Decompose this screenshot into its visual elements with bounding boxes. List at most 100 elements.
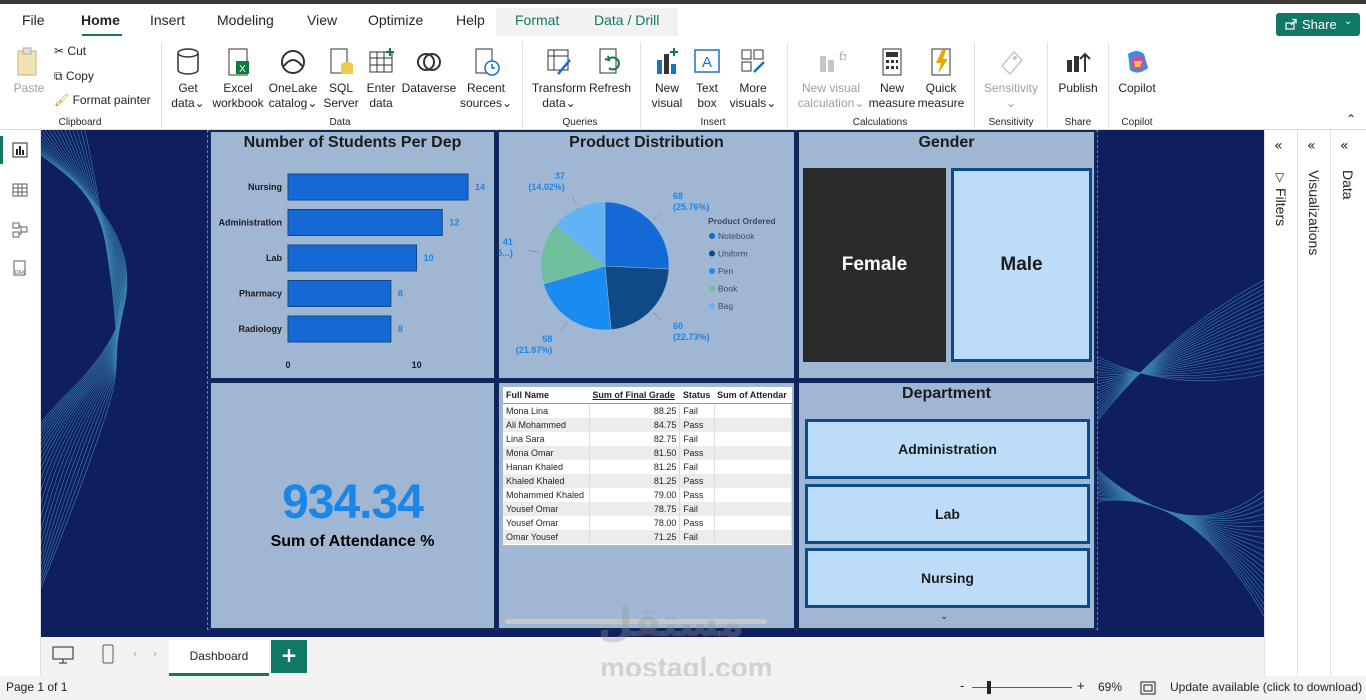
sql-server-button[interactable]: SQL Server [322, 46, 360, 111]
menu-help[interactable]: Help [456, 12, 485, 28]
recent-sources-button[interactable]: Recent sources⌄ [458, 46, 514, 111]
table-header-cell[interactable]: Full Name [503, 387, 590, 404]
more-visuals-button[interactable]: More visuals⌄ [728, 46, 778, 111]
department-item-lab[interactable]: Lab [805, 484, 1090, 544]
department-item-administration[interactable]: Administration [805, 419, 1090, 479]
dax-query-view-icon[interactable]: DAX [11, 260, 29, 278]
copy-button[interactable]: ⧉ Copy [54, 69, 94, 84]
legend-item-label[interactable]: Notebook [718, 231, 755, 241]
bar[interactable] [287, 315, 392, 343]
table-row[interactable]: Mohammed Khaled 79.00 Pass [503, 487, 792, 502]
expand-filters-icon[interactable]: « [1274, 138, 1283, 154]
dataverse-button[interactable]: Dataverse [400, 46, 458, 96]
product-distribution-visual[interactable]: Product Distribution 68 (25.76%) 60 (22.73%… [497, 130, 796, 380]
table-row[interactable]: Lina Sara 82.75 Fail [503, 431, 792, 446]
table-header-cell[interactable]: Sum of Attendar [714, 387, 792, 404]
visualizations-pane[interactable]: « Visualizations [1297, 130, 1330, 676]
collapse-ribbon-icon[interactable]: ⌃ [1346, 112, 1357, 126]
expand-data-icon[interactable]: « [1340, 138, 1349, 154]
excel-workbook-button[interactable]: X Excel workbook [210, 46, 266, 111]
transform-data-button[interactable]: Transform data⌄ [530, 46, 588, 111]
model-view-icon[interactable] [12, 222, 28, 238]
get-data-button[interactable]: Get data⌄ [168, 46, 208, 111]
update-available-link[interactable]: Update available (click to download) [1170, 680, 1363, 694]
menu-home[interactable]: Home [81, 12, 120, 28]
expand-visualizations-icon[interactable]: « [1307, 138, 1316, 154]
gender-male-tile[interactable]: Male [951, 168, 1092, 362]
table-row[interactable]: Yousef Omar 78.00 Pass [503, 515, 792, 530]
zoom-slider-track[interactable] [972, 687, 1072, 688]
cut-button[interactable]: ✂ Cut [54, 44, 86, 59]
bar[interactable] [287, 244, 418, 272]
menu-insert[interactable]: Insert [150, 12, 186, 28]
scroll-down-chevron-icon[interactable]: ⌄ [940, 611, 949, 622]
menu-optimize[interactable]: Optimize [368, 12, 424, 28]
pie-slice[interactable] [540, 224, 606, 285]
gender-slicer[interactable]: Gender Female Male [797, 130, 1096, 380]
table-row[interactable]: Mona Lina 88.25 Fail [503, 403, 792, 418]
menu-view[interactable]: View [307, 12, 338, 28]
copilot-button[interactable]: Copilot [1114, 46, 1160, 96]
legend-item-label[interactable]: Uniform [718, 249, 748, 259]
refresh-button[interactable]: Refresh [588, 46, 632, 96]
quick-measure-button[interactable]: Quick measure [917, 46, 965, 111]
report-view-icon[interactable] [12, 142, 28, 158]
legend-item-label[interactable]: Book [718, 284, 738, 294]
fit-to-page-icon[interactable] [1140, 681, 1156, 695]
zoom-slider-thumb[interactable] [986, 681, 991, 694]
table-header-cell[interactable]: Sum of Final Grade [589, 387, 680, 404]
menu-format[interactable]: Format [515, 12, 560, 28]
bar[interactable] [287, 173, 469, 201]
new-visual-button[interactable]: New visual [648, 46, 686, 111]
pie-slice[interactable] [543, 265, 612, 331]
zoom-in-icon[interactable]: + [1077, 678, 1085, 693]
attendance-card[interactable]: 934.34 Sum of Attendance % [209, 381, 496, 630]
menu-file[interactable]: File [22, 12, 45, 28]
department-slicer[interactable]: Department Administration Lab Nursing ⌄ [797, 381, 1096, 630]
next-page-icon[interactable]: › [153, 649, 157, 660]
menu-modeling[interactable]: Modeling [217, 12, 274, 28]
format-painter-button[interactable]: 🖌 Format painter [54, 93, 151, 108]
text-box-button[interactable]: A Text box [689, 46, 725, 111]
table-cell [714, 417, 792, 432]
onelake-catalog-button[interactable]: OneLake catalog⌄ [267, 46, 319, 111]
legend-item-label[interactable]: Pen [718, 266, 733, 276]
bar[interactable] [287, 209, 443, 236]
data-pane[interactable]: « Data [1330, 130, 1366, 676]
share-button[interactable]: Share ⌄ [1276, 13, 1360, 36]
pie-slice[interactable] [604, 265, 670, 330]
page-tab-dashboard[interactable]: Dashboard [169, 640, 269, 676]
legend-item-label[interactable]: Bag [718, 301, 733, 311]
zoom-out-icon[interactable]: - [960, 678, 965, 693]
pie-slice[interactable] [555, 201, 606, 267]
department-item-nursing[interactable]: Nursing [805, 548, 1090, 608]
prev-page-icon[interactable]: ‹ [133, 649, 137, 660]
gender-female-tile[interactable]: Female [803, 168, 946, 362]
table-row[interactable]: Hanan Khaled 81.25 Fail [503, 459, 792, 474]
desktop-layout-icon[interactable] [52, 646, 74, 664]
publish-button[interactable]: Publish [1054, 46, 1102, 96]
enter-data-button[interactable]: Enter data [362, 46, 400, 111]
grades-table-visual[interactable]: Full Name Sum of Final Grade Status Sum of … [497, 381, 796, 630]
copilot-icon [1128, 51, 1148, 73]
table-row[interactable]: Ali Mohammed 84.75 Pass [503, 417, 792, 432]
table-row[interactable]: Yousef Omar 78.75 Fail [503, 501, 792, 516]
table-row[interactable]: Omar Yousef 71.25 Fail [503, 529, 792, 544]
bar[interactable] [287, 280, 392, 307]
filters-pane[interactable]: « ▽ Filters [1264, 130, 1297, 676]
paste-button[interactable]: Paste [10, 46, 48, 96]
mobile-layout-icon[interactable] [101, 644, 115, 664]
pie-slice[interactable] [604, 201, 670, 270]
table-view-icon[interactable] [12, 182, 28, 198]
table-row[interactable]: Khaled Khaled 81.25 Pass [503, 473, 792, 488]
add-page-button[interactable]: + [271, 640, 307, 673]
students-per-dep-visual[interactable]: Number of Students Per Dep Nursing 14 Admi… [209, 130, 496, 380]
new-measure-button[interactable]: New measure [868, 46, 916, 111]
menu-data-drill[interactable]: Data / Drill [594, 12, 660, 28]
table-header-cell[interactable]: Status [679, 387, 715, 404]
new-visual-calc-label-1: New visual [801, 81, 861, 95]
table-row[interactable]: Mona Omar 81.50 Pass [503, 445, 792, 460]
table-horizontal-scrollbar[interactable] [505, 619, 767, 624]
sensitivity-button[interactable]: Sensitivity ⌄ [982, 46, 1040, 111]
